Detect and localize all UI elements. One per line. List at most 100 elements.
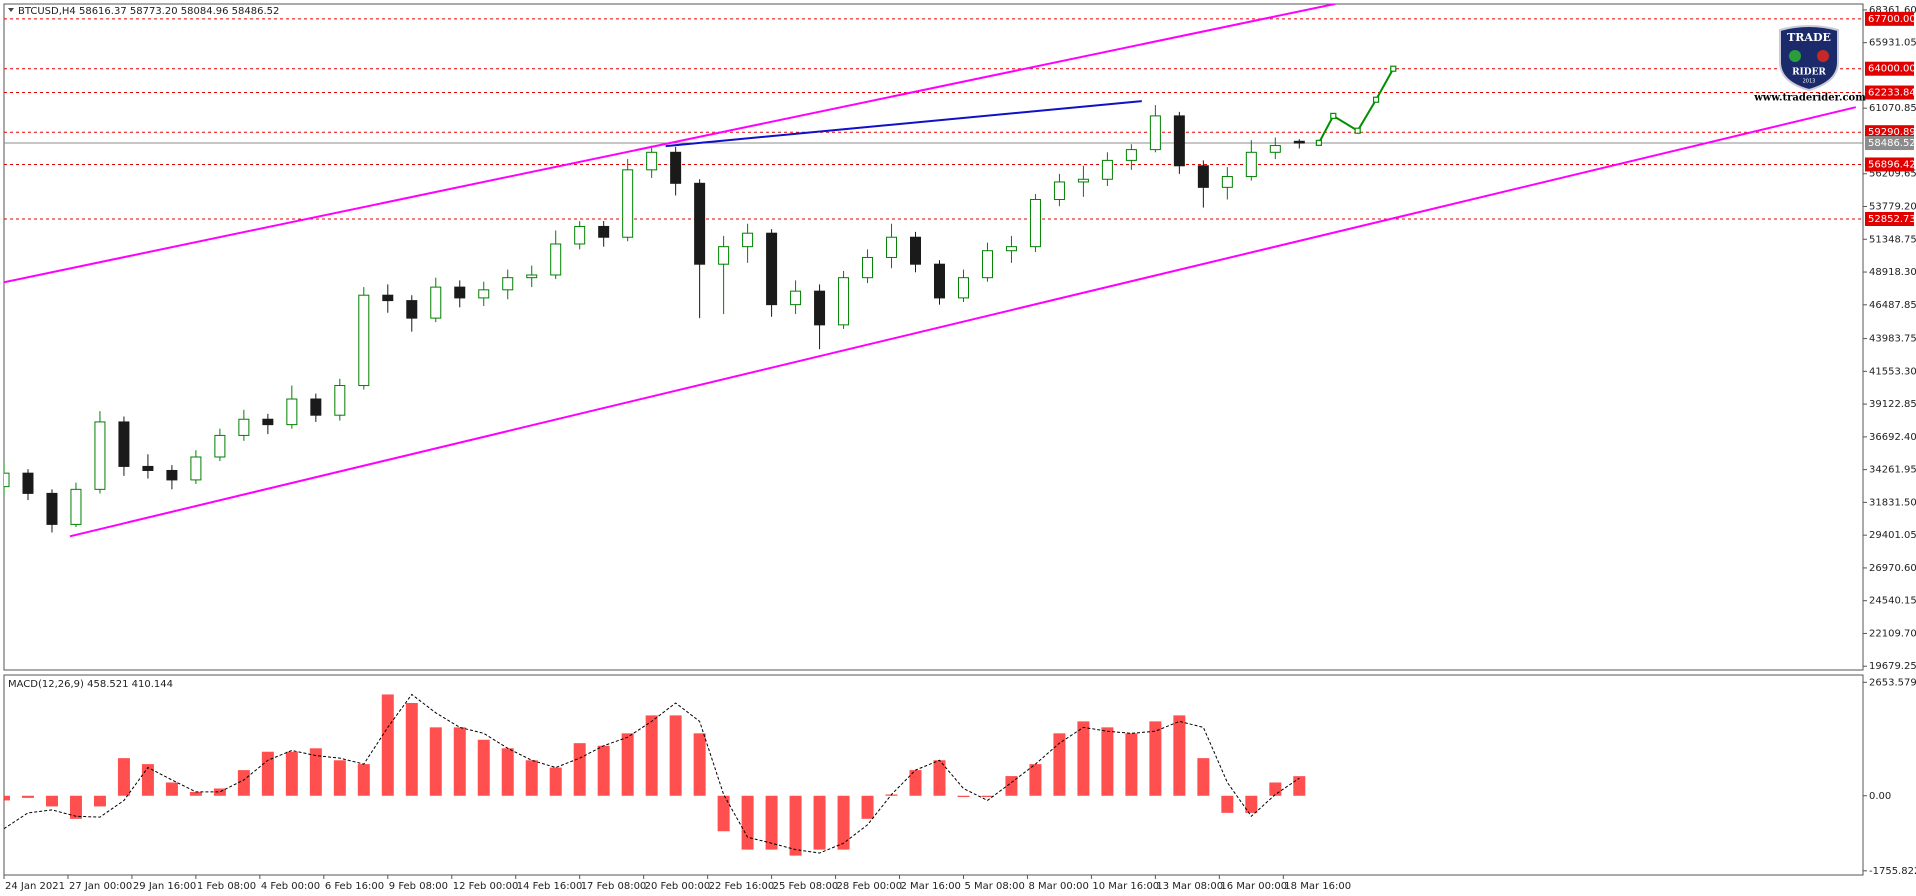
macd-bar — [621, 733, 634, 796]
macd-bar — [165, 782, 178, 796]
candle-body — [910, 236, 922, 265]
logo-year: 2013 — [1803, 79, 1816, 85]
x-tick-label: 16 Mar 00:00 — [1220, 881, 1287, 892]
macd-bar — [765, 795, 778, 850]
candle-body — [694, 182, 706, 265]
candle-body — [238, 418, 250, 436]
level-label: 59290.89 — [1868, 127, 1916, 138]
y-tick-label: -1755.822 — [1869, 866, 1916, 877]
x-tick-label: 13 Mar 08:00 — [1156, 881, 1223, 892]
candle-body — [70, 488, 82, 525]
level-label: 56896.42 — [1868, 159, 1916, 170]
candle-body — [1245, 151, 1257, 178]
candle-body — [886, 236, 898, 258]
y-tick-label: 0.00 — [1869, 791, 1891, 802]
macd-bar — [333, 760, 346, 796]
macd-bar — [1293, 776, 1306, 796]
candle-body — [742, 232, 754, 248]
x-tick-label: 18 Mar 16:00 — [1284, 881, 1351, 892]
y-tick-label: 61070.85 — [1869, 103, 1916, 114]
macd-bar — [237, 770, 250, 796]
level-label: 62233.84 — [1868, 88, 1916, 99]
logo-text: RIDER — [1792, 68, 1826, 78]
candle-body — [358, 294, 370, 387]
candle-body — [310, 398, 322, 416]
y-tick-label: 36692.40 — [1869, 432, 1916, 443]
macd-bar — [1197, 758, 1210, 796]
symbol-header: BTCUSD,H4 58616.37 58773.20 58084.96 584… — [18, 6, 279, 17]
y-tick-label: 34261.95 — [1869, 465, 1916, 476]
plot-area — [4, 4, 1863, 538]
x-tick-label: 17 Feb 08:00 — [581, 881, 647, 892]
signal-line — [4, 693, 1300, 854]
x-tick-label: 25 Feb 08:00 — [773, 881, 839, 892]
y-tick-label: 51348.75 — [1869, 234, 1916, 245]
y-tick-label: 19679.25 — [1869, 661, 1916, 672]
logo-icon — [1789, 50, 1801, 62]
candle-body — [1221, 176, 1233, 188]
y-tick-label: 22109.70 — [1869, 628, 1916, 639]
macd-bar — [357, 764, 370, 796]
y-tick-label: 26970.60 — [1869, 563, 1916, 574]
candle-body — [286, 398, 298, 426]
macd-bar — [957, 795, 970, 798]
y-tick-label: 48918.30 — [1869, 267, 1916, 278]
level-label: 67700.00 — [1868, 14, 1916, 25]
macd-bar — [213, 788, 226, 796]
projection-point — [1390, 65, 1397, 72]
level-tag — [1865, 125, 1914, 140]
x-tick-label: 29 Jan 16:00 — [133, 881, 196, 892]
y-tick-label: 46487.85 — [1869, 300, 1916, 311]
trend-line — [69, 106, 1857, 538]
macd-bar — [477, 739, 490, 796]
x-tick-label: 20 Feb 00:00 — [645, 881, 711, 892]
candle-body — [22, 472, 34, 494]
candle-body — [118, 421, 130, 467]
candle-body — [622, 169, 634, 238]
candle-body — [46, 492, 58, 525]
macd-bar — [645, 715, 658, 796]
candle-body — [981, 250, 993, 279]
macd-bar — [1269, 782, 1282, 796]
candle-body — [454, 286, 466, 299]
price-tag — [1865, 136, 1914, 151]
y-tick-label: 2653.579 — [1869, 677, 1916, 688]
level-tag — [1865, 211, 1914, 226]
candle-body — [1197, 165, 1209, 188]
candle-body — [838, 277, 850, 326]
candle-body — [334, 385, 346, 416]
y-tick-label: 29401.05 — [1869, 530, 1916, 541]
macd-bar — [501, 748, 514, 796]
x-tick-label: 14 Feb 16:00 — [517, 881, 583, 892]
candle-body — [1149, 115, 1161, 151]
macd-bar — [93, 795, 106, 807]
macd-bar — [45, 795, 58, 807]
macd-bar — [69, 795, 82, 819]
macd-bar — [813, 795, 826, 850]
y-tick-label: 39122.85 — [1869, 399, 1916, 410]
macd-bar — [1077, 721, 1090, 796]
y-tick-label: 43983.75 — [1869, 334, 1916, 345]
plot-area — [4, 693, 1306, 856]
x-tick-label: 27 Jan 00:00 — [69, 881, 132, 892]
macd-bar — [573, 743, 586, 796]
y-tick-label: 65931.05 — [1869, 38, 1916, 49]
trend-line — [665, 100, 1142, 148]
x-tick-label: 12 Feb 00:00 — [453, 881, 519, 892]
x-tick-label: 28 Feb 00:00 — [837, 881, 903, 892]
candle-body — [1125, 149, 1137, 161]
macd-bar — [741, 795, 754, 850]
collapse-icon — [8, 8, 14, 12]
y-tick-label: 68361.60 — [1869, 5, 1916, 16]
macd-bar — [405, 702, 418, 796]
candle-body — [574, 225, 586, 245]
candle-body — [814, 290, 826, 326]
y-tick-label: 31831.50 — [1869, 497, 1916, 508]
candle-body — [166, 469, 178, 481]
candle-body — [1101, 159, 1113, 180]
candle-body — [550, 243, 562, 276]
candle-body — [478, 289, 490, 299]
macd-bar — [669, 715, 682, 796]
level-tag — [1865, 11, 1914, 26]
